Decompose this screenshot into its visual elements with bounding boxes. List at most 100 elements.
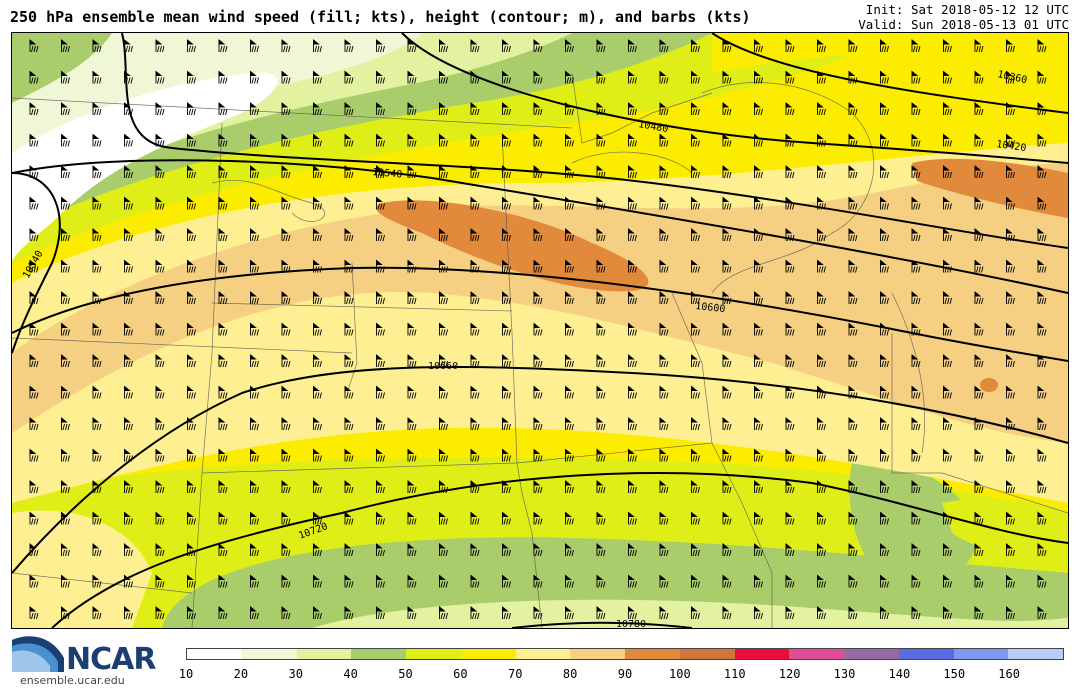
wind-barb (533, 70, 543, 84)
wind-barb (61, 133, 70, 147)
wind-barb (943, 196, 952, 210)
wind-barb (281, 196, 291, 210)
wind-barb (313, 606, 322, 620)
wind-barb (533, 385, 543, 399)
wind-barb (344, 417, 354, 431)
ncar-wordmark: NCAR (66, 642, 156, 677)
wind-barb (691, 606, 700, 620)
wind-barb (187, 102, 196, 116)
wind-barb (722, 543, 732, 557)
wind-barb (376, 165, 385, 179)
wind-barb (974, 39, 984, 53)
wind-barb (911, 196, 921, 210)
wind-barb (1037, 322, 1047, 336)
wind-barb (502, 385, 511, 399)
wind-barb (659, 480, 669, 494)
wind-barb (817, 574, 826, 588)
wind-barb (407, 39, 417, 53)
wind-barb (659, 165, 669, 179)
wind-barb (439, 448, 448, 462)
wind-barb (61, 354, 70, 368)
wind-barb (313, 228, 322, 242)
wind-barb (785, 606, 795, 620)
wind-barb (659, 70, 669, 84)
wind-barb (1037, 102, 1047, 116)
wind-barb (848, 354, 858, 368)
wind-barb (218, 39, 228, 53)
wind-barb (1006, 291, 1015, 305)
wind-barb (533, 448, 543, 462)
wind-barb (911, 228, 921, 242)
wind-barb (596, 480, 606, 494)
wind-barb (943, 322, 952, 336)
wind-barb (344, 354, 354, 368)
wind-barb (470, 511, 480, 525)
wind-barb (911, 291, 921, 305)
wind-barb (187, 322, 196, 336)
wind-barb (848, 543, 858, 557)
ensemble-url: ensemble.ucar.edu (20, 674, 125, 687)
wind-barb (61, 448, 70, 462)
wind-barb (785, 70, 795, 84)
wind-barb (659, 606, 669, 620)
wind-barb (344, 70, 354, 84)
wind-barb (470, 196, 480, 210)
colorbar-tick-label: 100 (669, 667, 691, 681)
wind-barb (817, 102, 826, 116)
wind-barb (1006, 228, 1015, 242)
wind-barb (628, 606, 637, 620)
wind-barb (407, 511, 417, 525)
contour-10780 (511, 621, 693, 628)
wind-barb (533, 322, 543, 336)
wind-barb (533, 228, 543, 242)
wind-barb (817, 196, 826, 210)
wind-barb (29, 385, 39, 399)
wind-barb (281, 39, 291, 53)
wind-barb (344, 322, 354, 336)
wind-barb (880, 102, 889, 116)
wind-barb (943, 102, 952, 116)
wind-barb (61, 480, 70, 494)
colorbar-swatch (351, 649, 406, 659)
wind-barb (533, 133, 543, 147)
wind-barb (1006, 102, 1015, 116)
wind-barb (659, 511, 669, 525)
wind-barb (659, 291, 669, 305)
wind-barb (250, 291, 259, 305)
init-time: Init: Sat 2018-05-12 12 UTC (865, 2, 1069, 17)
wind-barb (281, 165, 291, 179)
wind-barb (565, 133, 574, 147)
wind-barb (817, 354, 826, 368)
wind-barb (407, 259, 417, 273)
wind-barb (407, 291, 417, 305)
wind-barb (313, 543, 322, 557)
wind-barb (155, 322, 165, 336)
colorbar-tick-label: 10 (178, 667, 194, 681)
wind-barb (817, 133, 826, 147)
wind-barb (502, 102, 511, 116)
wind-barb (470, 385, 480, 399)
wind-barb (502, 259, 511, 273)
wind-barb (187, 606, 196, 620)
wind-barb (470, 165, 480, 179)
wind-barb (470, 39, 480, 53)
wind-barb (848, 448, 858, 462)
wind-barb (911, 543, 921, 557)
wind-barb (628, 39, 637, 53)
wind-barb (533, 511, 543, 525)
wind-barb (281, 511, 291, 525)
wind-fill-20-north (12, 33, 422, 183)
wind-barb (974, 102, 984, 116)
wind-barb (691, 291, 700, 305)
wind-barb (817, 606, 826, 620)
wind-barb (817, 385, 826, 399)
chart-title: 250 hPa ensemble mean wind speed (fill; … (10, 8, 751, 26)
wind-barb (943, 448, 952, 462)
wind-fill-90-core-west (376, 200, 649, 292)
wind-barb (155, 196, 165, 210)
wind-barb (1006, 543, 1015, 557)
wind-barb (943, 39, 952, 53)
wind-barb (1037, 291, 1047, 305)
wind-barb (313, 165, 322, 179)
colorbar-swatch (844, 649, 899, 659)
